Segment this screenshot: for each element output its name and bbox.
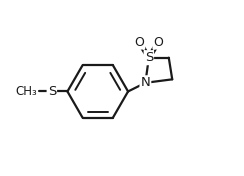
Text: S: S xyxy=(48,85,56,98)
Text: CH₃: CH₃ xyxy=(15,85,37,98)
Text: O: O xyxy=(153,36,163,49)
Text: S: S xyxy=(145,51,153,64)
Text: N: N xyxy=(141,76,150,89)
Text: O: O xyxy=(134,36,144,49)
